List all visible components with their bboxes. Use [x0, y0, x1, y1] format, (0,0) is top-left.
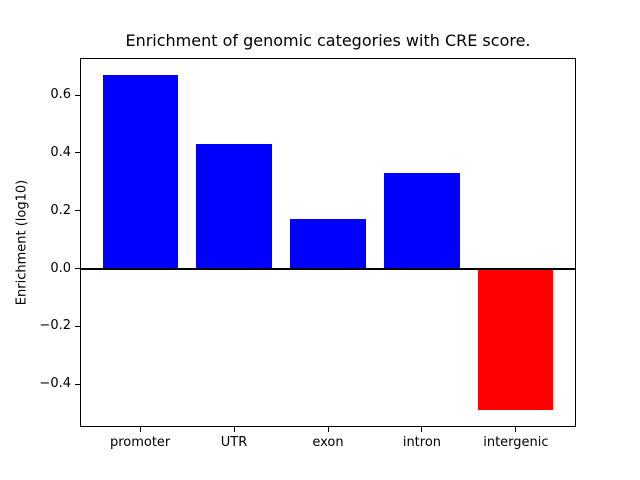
y-tick-label: 0.0 [50, 260, 71, 276]
x-tick-mark [421, 427, 423, 432]
bar-promoter [102, 74, 178, 269]
x-tick-mark [139, 427, 141, 432]
y-tick-mark [75, 325, 80, 327]
y-tick-mark [75, 383, 80, 385]
x-tick-label: UTR [220, 435, 248, 450]
bar-intron [384, 173, 460, 269]
chart-title: Enrichment of genomic categories with CR… [125, 31, 531, 50]
y-tick-mark [75, 152, 80, 154]
x-tick-mark [515, 427, 517, 432]
y-tick-mark [75, 94, 80, 96]
zero-line [80, 267, 576, 270]
y-tick-label: −0.4 [39, 376, 71, 392]
x-tick-label: intron [402, 435, 442, 450]
y-tick-label: 0.6 [50, 87, 71, 103]
x-tick-label: promoter [109, 435, 171, 450]
y-tick-label: 0.4 [50, 144, 71, 160]
bar-intergenic [478, 268, 554, 411]
y-tick-mark [75, 268, 80, 270]
y-tick-label: 0.2 [50, 202, 71, 218]
x-tick-label: intergenic [483, 435, 549, 450]
x-tick-label: exon [312, 435, 344, 450]
bar-exon [290, 219, 366, 269]
x-tick-mark [233, 427, 235, 432]
y-tick-label: −0.2 [39, 318, 71, 334]
bar-UTR [196, 144, 272, 269]
y-tick-mark [75, 210, 80, 212]
x-tick-mark [327, 427, 329, 432]
y-axis-label: Enrichment (log10) [14, 179, 30, 306]
